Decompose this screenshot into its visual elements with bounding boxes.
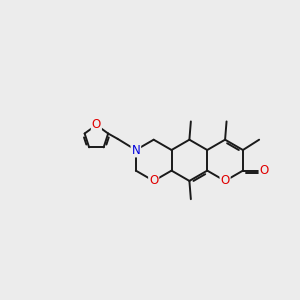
Text: O: O [220,174,230,188]
Text: O: O [92,118,101,131]
Text: O: O [260,164,269,177]
Text: N: N [131,143,140,157]
Text: O: O [149,174,158,188]
